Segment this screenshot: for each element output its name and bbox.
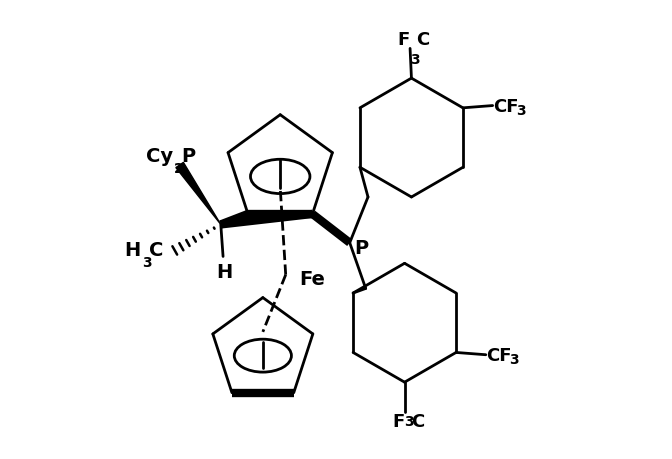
Text: 3: 3 <box>410 53 420 67</box>
Text: P: P <box>354 238 368 257</box>
Text: 3: 3 <box>509 353 519 366</box>
Text: P: P <box>181 147 195 166</box>
Polygon shape <box>176 163 221 225</box>
Text: 3: 3 <box>142 256 151 269</box>
Text: Cy: Cy <box>146 147 173 166</box>
Text: F: F <box>392 412 405 430</box>
Text: C: C <box>417 31 429 49</box>
Text: F: F <box>398 31 410 49</box>
Text: CF: CF <box>486 346 511 364</box>
Text: H: H <box>124 241 140 259</box>
Text: C: C <box>411 412 425 430</box>
Text: CF: CF <box>493 97 518 115</box>
Text: H: H <box>216 263 233 281</box>
Text: 3: 3 <box>516 104 526 118</box>
Text: 3: 3 <box>405 414 414 428</box>
Text: Fe: Fe <box>300 269 325 288</box>
Text: 2: 2 <box>174 162 184 176</box>
Text: C: C <box>149 241 163 259</box>
